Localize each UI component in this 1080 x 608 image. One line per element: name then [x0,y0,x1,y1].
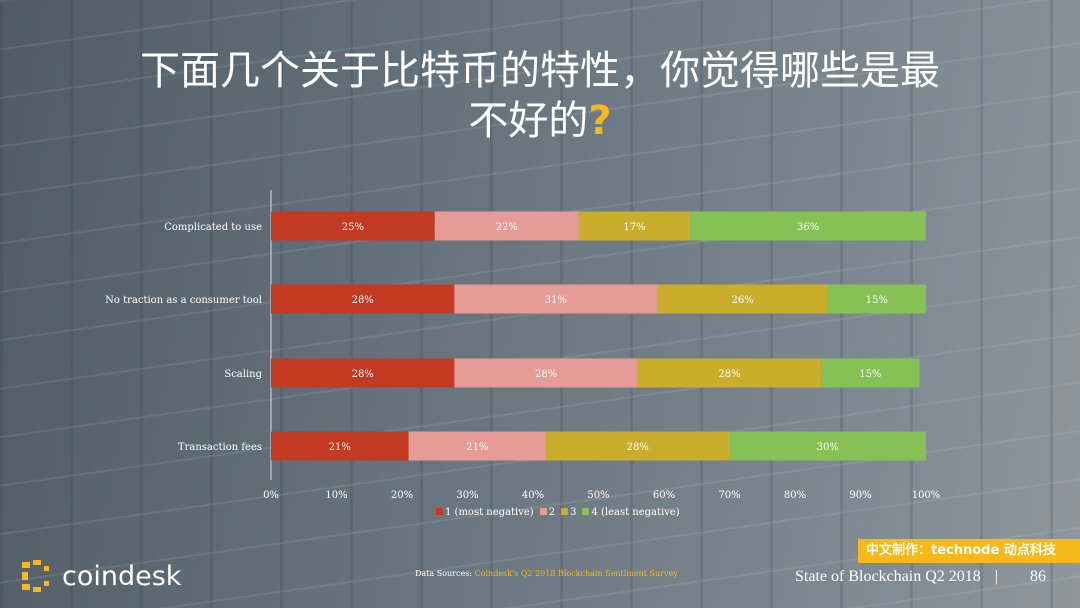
data-label: 15% [859,369,881,380]
data-label: 17% [623,222,645,233]
slide-title: 下面几个关于比特币的特性，你觉得哪些是最 不好的? [60,46,1020,146]
x-tick-label: 60% [653,490,675,501]
bar-segment [827,284,926,314]
legend-label: 4 (least negative) [591,507,680,518]
x-tick-label: 90% [849,490,871,501]
bar-segment [271,431,409,461]
data-label: 21% [466,442,488,453]
footer-title: State of Blockchain Q2 2018 [795,568,981,585]
bar-segment [637,358,822,388]
data-label: 30% [817,442,839,453]
bar-segment [454,358,638,388]
x-tick-label: 80% [784,490,806,501]
bar-segment [408,431,547,461]
data-label: 28% [352,369,374,380]
x-tick-label: 20% [391,490,413,501]
x-tick-label: 40% [522,490,544,501]
legend-label: 2 [548,507,556,518]
technode-badge: 中文制作：technode 动点科技 [858,539,1080,563]
data-label: 28% [718,369,740,380]
legend-item: 3 [561,507,576,518]
legend-swatch [436,508,443,515]
coindesk-logo-icon [22,560,49,592]
data-label: 28% [352,295,374,306]
legend-swatch [582,508,590,515]
data-label: 25% [342,222,364,233]
source-text: Coindesk's Q2 2018 Blockchain Sentiment … [474,569,678,578]
title-qmark: ? [588,98,612,144]
title-line2: 不好的 [468,98,589,144]
legend-swatch [561,508,569,515]
bar-segment [271,211,435,241]
data-label: 15% [866,295,888,306]
x-tick-label: 50% [587,490,609,501]
bar-segment [546,431,730,461]
category-label: Scaling [224,369,262,380]
data-label: 31% [545,295,567,306]
bar-segment [578,211,691,241]
logo-text: coindesk [62,560,182,592]
legend-item: 1 (most negative) [436,507,534,518]
bar-segment [271,358,455,388]
data-label: 28% [535,369,557,380]
bar-segment [729,431,926,461]
bar-segment [657,284,828,314]
x-tick-label: 30% [456,490,478,501]
bar-segment [434,211,579,241]
footer-separator: | [994,568,998,585]
x-tick-label: 0% [263,490,279,501]
data-source: Data Sources: Coindesk's Q2 2018 Blockch… [415,569,678,578]
bar-segment [454,284,658,314]
data-label: 21% [329,442,351,453]
legend-swatch [539,508,547,515]
category-label: No traction as a consumer tool [105,295,262,306]
legend-item: 4 (least negative) [582,507,680,518]
footer: State of Blockchain Q2 2018 | 86 [795,568,1046,586]
bar-segment [690,211,926,241]
category-label: Complicated to use [164,222,262,233]
bar-segment [821,358,920,388]
coindesk-logo: coindesk [18,558,181,594]
category-label: Transaction fees [178,442,262,453]
data-label: 36% [797,222,819,233]
data-label: 28% [627,442,649,453]
page-number: 86 [1029,568,1046,585]
chart-legend: 1 (most negative) 2 3 4 (least negative) [436,507,680,518]
data-label: 22% [496,222,518,233]
x-tick-label: 10% [325,490,347,501]
source-label: Data Sources: [415,569,472,578]
data-label: 26% [731,295,753,306]
title-line1: 下面几个关于比特币的特性，你觉得哪些是最 [140,48,940,94]
legend-label: 1 (most negative) [445,507,534,518]
legend-label: 3 [570,507,577,518]
x-tick-label: 100% [912,490,941,501]
x-tick-label: 70% [718,490,740,501]
bar-segment [271,284,455,314]
legend-item: 2 [539,507,556,518]
